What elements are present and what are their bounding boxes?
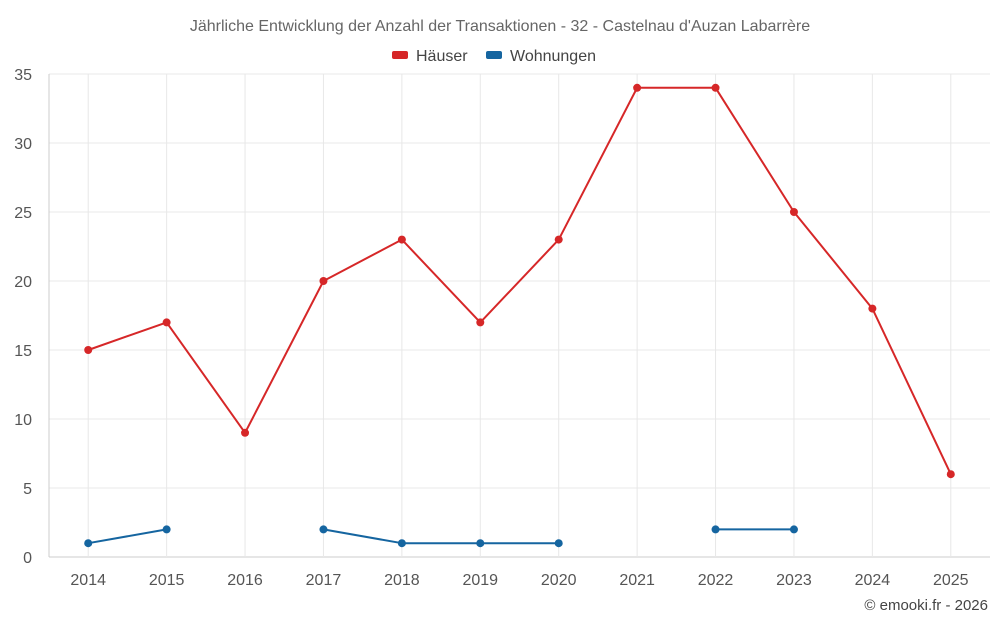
y-tick-label: 15 [14,343,32,360]
series-layer [84,83,955,548]
x-tick-label: 2024 [855,572,891,589]
x-tick-label: 2015 [149,572,185,589]
data-point[interactable] [946,470,955,479]
x-tick-label: 2022 [698,572,734,589]
data-point[interactable] [319,277,328,285]
x-tick-label: 2021 [619,572,655,589]
data-point[interactable] [476,539,485,548]
legend-swatch-haeuser [392,51,408,59]
x-tick-label: 2017 [306,572,342,589]
y-tick-label: 35 [14,67,32,84]
data-point[interactable] [711,525,720,534]
legend-item-haeuser[interactable]: Häuser [392,48,468,65]
data-point[interactable] [241,428,250,437]
series-line [87,86,952,475]
y-axis: 0 5 10 15 20 25 30 35 [14,67,32,567]
data-point[interactable] [162,318,171,327]
y-tick-label: 0 [23,550,32,567]
y-tick-label: 25 [14,205,32,222]
data-point[interactable] [868,304,877,313]
data-point[interactable] [476,318,485,327]
data-point[interactable] [633,83,642,92]
data-point[interactable] [397,539,406,548]
x-tick-label: 2016 [227,572,263,589]
data-point[interactable] [711,83,720,92]
legend-item-wohnungen[interactable]: Wohnungen [486,48,596,65]
x-tick-label: 2025 [933,572,969,589]
x-tick-label: 2014 [70,572,106,589]
data-point[interactable] [84,539,93,548]
y-tick-label: 30 [14,136,32,153]
x-tick-label: 2023 [776,572,812,589]
x-tick-label: 2019 [462,572,498,589]
y-tick-label: 5 [23,481,32,498]
chart-title: Jährliche Entwicklung der Anzahl der Tra… [190,18,810,35]
y-tick-label: 20 [14,274,32,291]
data-point[interactable] [397,235,406,244]
gridlines [48,73,990,558]
legend-label-wohnungen: Wohnungen [510,48,596,65]
legend: Häuser Wohnungen [392,48,596,65]
x-tick-label: 2018 [384,572,420,589]
data-point[interactable] [554,539,563,548]
legend-swatch-wohnungen [486,51,502,59]
data-point[interactable] [84,346,93,354]
y-tick-label: 10 [14,412,32,429]
x-tick-label: 2020 [541,572,577,589]
series-line [323,528,559,545]
data-point[interactable] [319,525,328,534]
legend-label-haeuser: Häuser [416,48,468,65]
data-point[interactable] [789,208,798,216]
data-point[interactable] [162,525,171,534]
series-wohnungen [84,525,798,548]
x-axis: 2014 2015 2016 2017 2018 2019 2020 2021 2022 2023… [70,572,968,589]
series-line [88,528,167,545]
data-point[interactable] [554,235,563,244]
data-point[interactable] [789,525,798,534]
series-haeuser [84,83,955,479]
credit-text: © emooki.fr - 2026 [864,597,988,614]
